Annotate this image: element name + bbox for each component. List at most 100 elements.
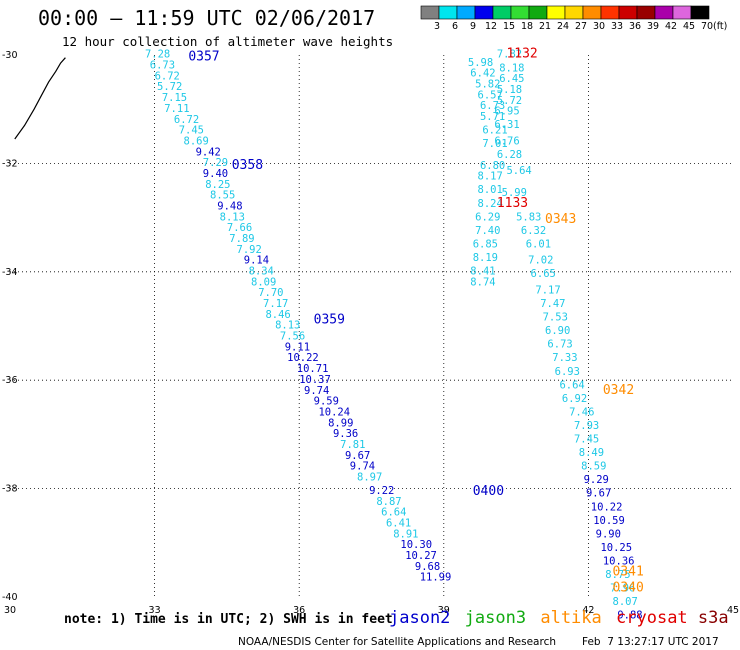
wave-height-label: 8.49 <box>579 447 604 459</box>
satellite-legend: jason2 jason3 altika cryosat s3a <box>389 608 729 628</box>
wave-height-label: 6.73 <box>547 339 572 351</box>
wave-height-label: 9.40 <box>203 168 228 180</box>
scale-label: 18 <box>521 21 533 32</box>
y-tick-label: -36 <box>2 375 18 386</box>
wave-height-label: 8.13 <box>220 211 245 223</box>
wave-height-label: 8.34 <box>249 266 274 278</box>
scale-swatch <box>546 5 566 20</box>
wave-height-label: 9.11 <box>285 341 310 353</box>
scale-swatch <box>636 5 656 20</box>
y-tick-label: -38 <box>2 484 18 495</box>
wave-height-label: 6.01 <box>526 238 551 250</box>
wave-height-label: 8.75 <box>605 569 630 581</box>
x-tick-label: 36 <box>293 605 305 616</box>
wave-height-label: 9.48 <box>217 200 242 212</box>
scale-label: 36 <box>629 21 641 32</box>
scale-swatch <box>690 5 710 20</box>
legend-altika: altika <box>540 608 602 628</box>
y-tick-label: -40 <box>2 592 18 603</box>
scale-swatch <box>492 5 512 20</box>
scale-swatch <box>564 5 584 20</box>
pass-time-label: 1132 <box>506 47 537 62</box>
wave-height-label: 7.15 <box>162 92 187 104</box>
wave-height-label: 8.19 <box>473 252 498 264</box>
wave-height-label: 7.45 <box>179 125 204 137</box>
wave-height-label: 6.73 <box>480 100 505 112</box>
wave-height-label: 9.74 <box>304 385 329 397</box>
wave-height-label: 9.90 <box>596 528 621 540</box>
wave-height-label: 7.17 <box>263 298 288 310</box>
wave-height-label: 8.55 <box>210 190 235 202</box>
wave-height-label: 7.01 <box>482 138 507 150</box>
map-title: 00:00 – 11:59 UTC 02/06/2017 <box>38 6 376 30</box>
scale-swatch <box>420 5 440 20</box>
wave-height-label: 10.22 <box>591 501 623 513</box>
wave-height-label: 7.46 <box>569 406 594 418</box>
wave-height-label: 8.97 <box>357 471 382 483</box>
wave-height-label: 6.21 <box>482 125 507 137</box>
footer-timestamp: Feb 7 13:27:17 UTC 2017 <box>582 636 719 648</box>
wave-height-label: 5.83 <box>516 211 541 223</box>
wave-height-label: 6.90 <box>545 325 570 337</box>
scale-swatch <box>474 5 494 20</box>
wave-height-label: 6.76 <box>494 135 519 147</box>
wave-height-label: 5.99 <box>502 187 527 199</box>
wave-height-label: 7.93 <box>574 420 599 432</box>
scale-swatch <box>510 5 530 20</box>
wave-height-label: 7.45 <box>574 434 599 446</box>
wave-height-label: 9.29 <box>584 474 609 486</box>
wave-height-label: 9.74 <box>350 461 375 473</box>
pass-time-label: 0400 <box>473 484 504 499</box>
x-tick-label: 33 <box>149 605 161 616</box>
pass-time-label: 0340 <box>613 581 644 596</box>
legend-jason2: jason2 <box>389 608 451 628</box>
wave-height-label: 7.81 <box>340 439 365 451</box>
wave-height-label: 9.42 <box>196 146 221 158</box>
wave-height-label: 8.01 <box>478 184 503 196</box>
wave-height-label: 5.18 <box>497 84 522 96</box>
legend-s3a: s3a <box>697 608 729 628</box>
wave-height-label: 6.65 <box>531 268 556 280</box>
wave-height-label: 6.72 <box>155 70 180 82</box>
coastline <box>14 57 66 140</box>
wave-height-label: 10.59 <box>593 515 625 527</box>
scale-label: 70 <box>701 21 713 32</box>
wave-height-label: 8.13 <box>275 320 300 332</box>
wave-height-label: 7.33 <box>552 352 577 364</box>
wave-height-label: 10.27 <box>405 550 437 562</box>
wave-height-label: 8.41 <box>470 266 495 278</box>
scale-unit: (ft) <box>713 21 727 32</box>
wave-height-label: 10.36 <box>603 555 635 567</box>
x-tick-label: 30 <box>4 605 16 616</box>
wave-height-label: 5.98 <box>468 57 493 69</box>
wave-height-label: 7.70 <box>258 287 283 299</box>
wave-height-label: 9.14 <box>244 255 269 267</box>
wave-height-label: 6.64 <box>559 379 584 391</box>
wave-height-label: 6.41 <box>386 518 411 530</box>
scale-label: 6 <box>452 21 458 32</box>
wave-height-label: 10.30 <box>400 539 432 551</box>
wave-height-label: 6.93 <box>555 366 580 378</box>
wave-height-label: 7.17 <box>535 284 560 296</box>
wave-height-label: 9.36 <box>333 428 358 440</box>
wave-height-label: 8.91 <box>393 528 418 540</box>
legend-cryosat: cryosat <box>616 608 688 628</box>
wave-height-label: 9.88 <box>617 610 642 622</box>
scale-label: 42 <box>665 21 677 32</box>
wave-height-label: 10.71 <box>297 363 329 375</box>
scale-swatch <box>528 5 548 20</box>
scale-label: 12 <box>485 21 497 32</box>
scale-label: 39 <box>647 21 659 32</box>
wave-height-label: 9.67 <box>586 488 611 500</box>
wave-height-label: 10.24 <box>318 406 350 418</box>
wave-height-label: 8.18 <box>499 62 524 74</box>
wave-height-label: 10.37 <box>299 374 331 386</box>
scale-swatch <box>456 5 476 20</box>
wave-height-label: 8.69 <box>184 135 209 147</box>
wave-height-label: 8.24 <box>478 198 503 210</box>
wave-height-label: 6.45 <box>499 73 524 85</box>
wave-height-label: 9.67 <box>345 450 370 462</box>
wave-height-label: 6.28 <box>497 149 522 161</box>
scale-swatch <box>600 5 620 20</box>
